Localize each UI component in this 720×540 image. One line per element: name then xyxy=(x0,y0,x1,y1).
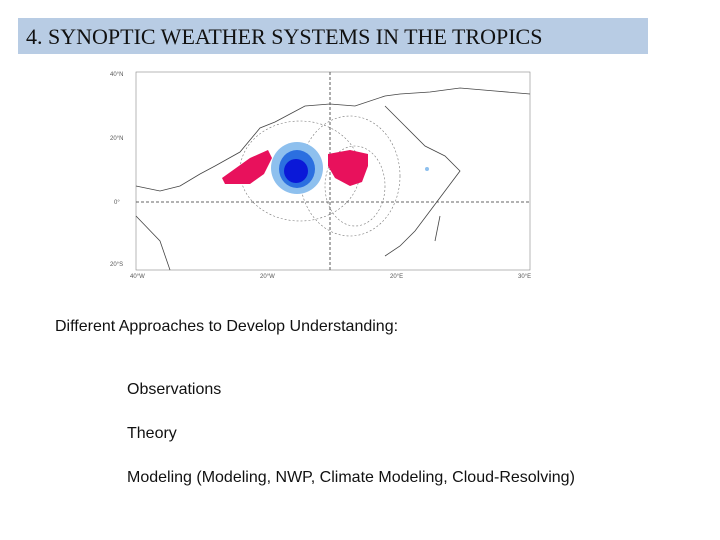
heading: Different Approaches to Develop Understa… xyxy=(55,318,399,335)
list-item: Observations xyxy=(127,381,222,398)
negative-anomaly xyxy=(425,167,429,171)
coastline xyxy=(384,105,461,257)
positive-anomaly xyxy=(222,150,272,184)
lon-label: 30°E xyxy=(518,274,531,280)
lon-label: 40°W xyxy=(130,274,145,280)
map-figure: 40°N 20°N 0° 20°S 40°W 20°W 20°E 30°E xyxy=(110,71,531,280)
positive-anomaly xyxy=(328,150,368,186)
slide-title: 4. SYNOPTIC WEATHER SYSTEMS IN THE TROPI… xyxy=(18,18,648,54)
coastline xyxy=(135,87,531,192)
list-item: Modeling (Modeling, NWP, Climate Modelin… xyxy=(127,469,575,486)
lat-label: 0° xyxy=(114,200,120,206)
lon-label: 20°E xyxy=(390,274,403,280)
lat-label: 40°N xyxy=(110,72,123,78)
contour xyxy=(324,145,386,227)
coastline xyxy=(135,215,171,271)
lon-label: 20°W xyxy=(260,274,275,280)
lat-label: 20°S xyxy=(110,262,123,268)
lat-label: 20°N xyxy=(110,136,123,142)
list-item: Theory xyxy=(127,425,177,442)
coastline xyxy=(434,215,441,242)
negative-anomaly xyxy=(284,159,308,183)
